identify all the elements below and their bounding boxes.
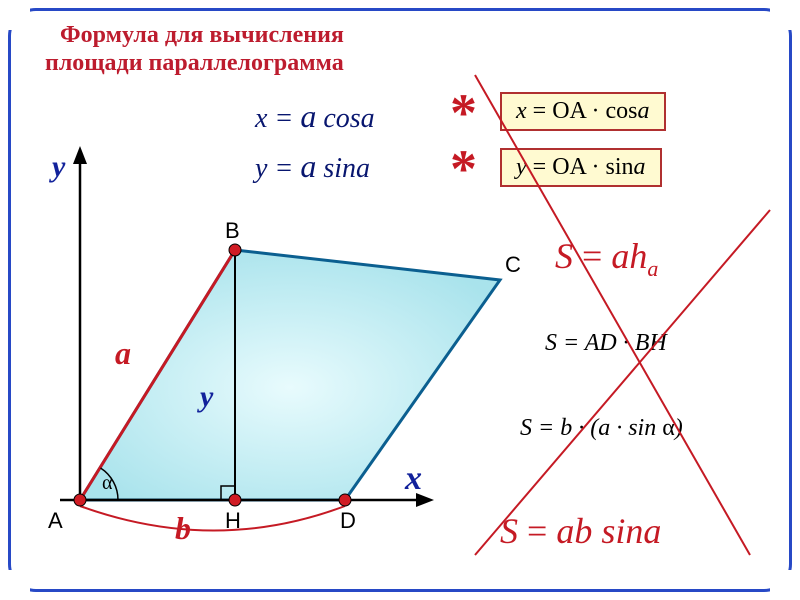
label-y-alt: y: [200, 380, 213, 414]
label-b: b: [175, 510, 191, 547]
label-A: A: [48, 508, 63, 534]
frame-notch: [770, 0, 800, 30]
formula-S-ba: S = b · (a · sin α): [520, 415, 683, 442]
title-line1: Формула для вычисления: [60, 22, 344, 49]
frame-notch: [770, 570, 800, 600]
frame: [8, 8, 792, 592]
label-H: H: [225, 508, 241, 534]
frame-notch: [0, 0, 30, 30]
formula-S-adbh: S = AD · BH: [545, 330, 667, 357]
title-line2: площади параллелограмма: [45, 50, 344, 77]
star-icon: *: [450, 82, 477, 144]
eq-y: y = a sina: [255, 148, 370, 185]
formula-S-ah: S = aha: [555, 235, 658, 282]
box-x: x = OA · cosa: [500, 92, 666, 131]
parallelogram-diagram: [0, 0, 800, 600]
axis-x-label: x: [405, 460, 422, 498]
eq-x: x = a cosa: [255, 98, 375, 135]
star-icon: *: [450, 138, 477, 200]
formula-S-ab: S = ab sina: [500, 510, 661, 552]
label-C: C: [505, 252, 521, 278]
box-y: y = OA · sina: [500, 148, 662, 187]
label-D: D: [340, 508, 356, 534]
label-alpha: α: [102, 472, 112, 495]
axis-y-label: y: [52, 150, 65, 184]
frame-notch: [0, 570, 30, 600]
label-B: B: [225, 218, 240, 244]
label-a: a: [115, 335, 131, 372]
